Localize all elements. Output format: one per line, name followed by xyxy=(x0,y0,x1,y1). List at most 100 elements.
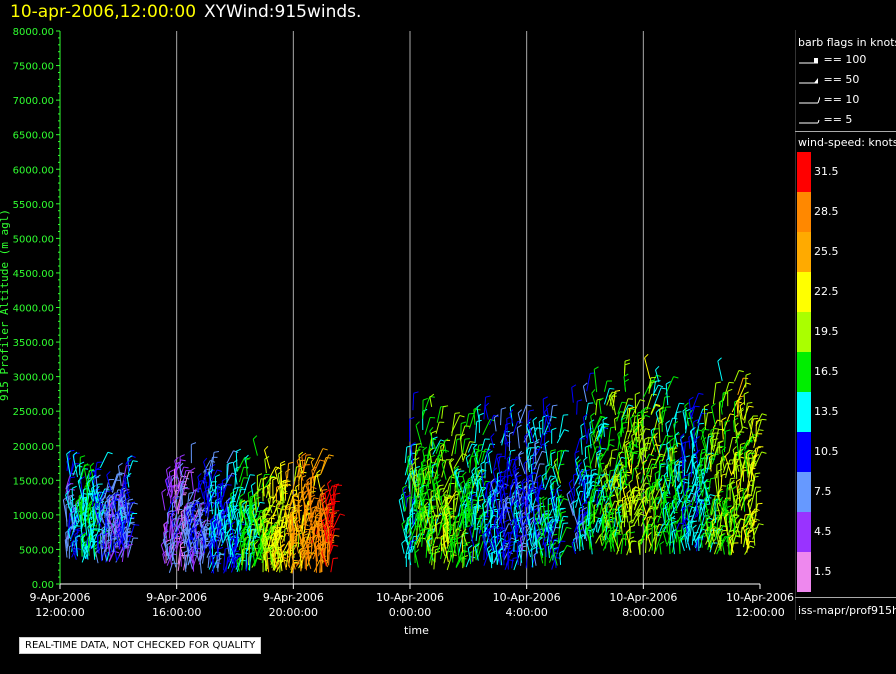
wind-barb xyxy=(436,406,442,423)
wind-barb-flag xyxy=(629,406,635,410)
wind-barb xyxy=(537,506,542,524)
wind-barb xyxy=(481,449,486,463)
wind-barb-flag xyxy=(162,535,167,541)
wind-barb xyxy=(591,434,597,453)
wind-barb xyxy=(65,494,73,515)
wind-barb xyxy=(603,470,611,490)
wind-barb xyxy=(521,513,524,538)
wind-barb xyxy=(625,408,632,422)
wind-barb-flag xyxy=(203,457,208,463)
wind-barb xyxy=(560,451,562,463)
wind-barb-flag xyxy=(542,497,548,501)
wind-barb xyxy=(236,521,239,543)
wind-barb-flag xyxy=(588,402,594,404)
wind-barb-flag xyxy=(503,540,509,544)
wind-barb xyxy=(502,501,505,524)
wind-barb xyxy=(269,466,277,478)
wind-barb-flag xyxy=(333,544,339,547)
wind-barb xyxy=(459,436,464,461)
wind-barb-flag xyxy=(624,378,630,383)
wind-barb xyxy=(429,450,433,463)
wind-barb xyxy=(582,417,588,439)
wind-barb-flag xyxy=(676,483,682,488)
wind-barb-flag xyxy=(83,463,89,468)
wind-barb xyxy=(454,472,463,493)
wind-barb-flag xyxy=(462,453,468,456)
wind-barb xyxy=(670,519,677,539)
wind-barb xyxy=(643,506,651,521)
wind-barb-flag xyxy=(253,540,259,546)
wind-barb xyxy=(490,539,496,555)
wind-barb xyxy=(199,540,203,551)
wind-barb xyxy=(422,494,426,517)
wind-barb xyxy=(311,470,315,484)
wind-barb xyxy=(169,545,177,568)
wind-barb xyxy=(520,519,525,537)
wind-barb xyxy=(179,487,182,507)
wind-barb xyxy=(474,546,479,561)
wind-barb-flag xyxy=(544,516,549,521)
wind-barb-flag xyxy=(474,448,480,451)
wind-barb xyxy=(467,443,473,453)
wind-barb xyxy=(99,488,106,500)
wind-barb xyxy=(241,527,245,541)
wind-barb-flag xyxy=(659,501,665,506)
wind-barb xyxy=(432,439,442,455)
wind-barb xyxy=(412,393,415,411)
wind-barb xyxy=(475,526,479,541)
wind-barb xyxy=(620,534,624,555)
wind-barb xyxy=(169,486,173,504)
wind-barb xyxy=(578,536,581,552)
wind-barb xyxy=(509,485,513,506)
wind-barb xyxy=(185,555,189,569)
wind-barb-flag xyxy=(622,485,628,491)
wind-barb xyxy=(474,469,480,481)
wind-barb xyxy=(652,519,659,535)
wind-barb-flag xyxy=(80,455,86,458)
wind-barb-flag xyxy=(550,475,556,478)
wind-barb xyxy=(226,539,230,555)
wind-barb-flag xyxy=(504,495,509,501)
wind-barb xyxy=(441,545,446,557)
wind-barb-flag xyxy=(422,397,428,401)
wind-barb-flag xyxy=(528,517,534,521)
wind-barb xyxy=(413,477,419,499)
wind-barb xyxy=(329,496,334,511)
wind-barb-flag xyxy=(651,488,656,493)
wind-barb xyxy=(500,409,502,426)
wind-barb-flag xyxy=(444,524,449,529)
wind-barb xyxy=(559,552,562,565)
wind-barb-flag xyxy=(557,489,563,491)
wind-barb-flag xyxy=(303,533,309,536)
wind-barb-flag xyxy=(640,417,645,422)
wind-barb-flag xyxy=(71,485,77,489)
wind-barb-flag xyxy=(618,450,623,456)
wind-barb xyxy=(498,494,504,513)
wind-barb-flag xyxy=(528,486,534,491)
wind-barb xyxy=(674,435,679,447)
wind-barb xyxy=(673,496,678,511)
wind-barb-flag xyxy=(692,452,698,455)
wind-barb xyxy=(304,548,312,569)
wind-barb-flag xyxy=(198,479,204,483)
wind-barb-flag xyxy=(669,437,675,442)
wind-barb xyxy=(262,544,268,567)
wind-barb xyxy=(507,552,509,570)
wind-barb xyxy=(229,541,237,561)
wind-barb xyxy=(668,503,671,519)
wind-barb xyxy=(168,472,171,487)
wind-barb-flag xyxy=(577,399,583,402)
wind-barb-flag xyxy=(426,482,431,487)
wind-barb xyxy=(575,491,581,508)
wind-barb-flag xyxy=(410,442,416,446)
wind-barb xyxy=(720,536,725,555)
wind-barb-flag xyxy=(69,494,74,499)
wind-barb xyxy=(556,429,565,444)
wind-barb-flag xyxy=(448,528,454,533)
wind-barb xyxy=(126,476,130,488)
wind-barb-flag xyxy=(90,522,95,527)
wind-barb-flag xyxy=(413,535,419,538)
wind-barb xyxy=(666,459,669,471)
wind-barb-flag xyxy=(297,504,303,509)
wind-barb-flag xyxy=(583,456,588,461)
